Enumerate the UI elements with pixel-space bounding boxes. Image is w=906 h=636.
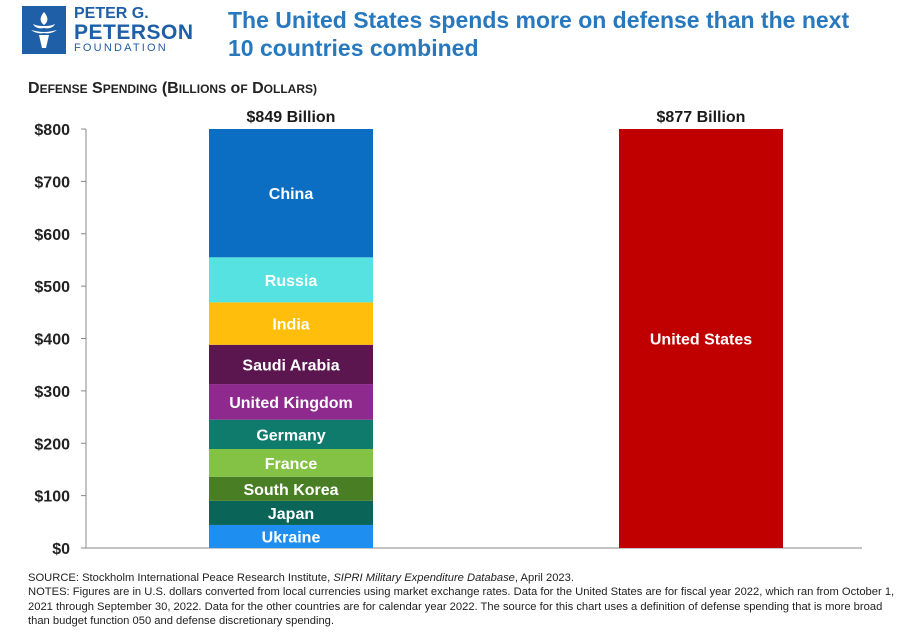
y-tick-label: $100 — [34, 489, 70, 506]
y-tick-label: $300 — [34, 384, 70, 401]
bar-segment-russia — [209, 257, 373, 303]
source-note: SOURCE: Stockholm International Peace Re… — [28, 571, 898, 585]
bar-segment-france — [209, 449, 373, 477]
bar-segment-japan — [209, 500, 373, 525]
bar-segment-china — [209, 129, 373, 258]
y-tick-label: $400 — [34, 332, 70, 349]
segment-label: United Kingdom — [229, 395, 353, 412]
y-tick-label: $200 — [34, 436, 70, 453]
y-tick-label: $700 — [34, 174, 70, 191]
bar-segment-united-states — [619, 129, 783, 548]
logo-line-1: PETER G. — [74, 5, 149, 22]
segment-label: Japan — [268, 506, 314, 523]
notes: NOTES: Figures are in U.S. dollars conve… — [28, 586, 895, 628]
y-tick-label: $600 — [34, 227, 70, 244]
bar-segment-india — [209, 302, 373, 345]
bar-segment-south-korea — [209, 476, 373, 501]
peterson-foundation-logo: PETER G. PETERSON FOUNDATION — [22, 6, 212, 56]
segment-label: India — [272, 317, 309, 334]
y-tick-label: $800 — [34, 122, 70, 139]
segment-label: South Korea — [243, 482, 338, 499]
logo-line-2: PETERSON — [74, 21, 194, 44]
bar-segment-saudi-arabia — [209, 344, 373, 385]
bar-total-label: $849 Billion — [247, 109, 336, 126]
bar-segment-ukraine — [209, 524, 373, 548]
source-database-name: SIPRI Military Expenditure Database — [333, 572, 515, 584]
segment-label: China — [269, 186, 314, 203]
bar-segment-united-kingdom — [209, 384, 373, 420]
source-suffix: , April 2023. — [514, 572, 574, 584]
logo-line-3: FOUNDATION — [74, 42, 168, 54]
segment-label: United States — [650, 332, 752, 349]
source-prefix: SOURCE: Stockholm International Peace Re… — [28, 572, 334, 584]
segment-label: Saudi Arabia — [242, 357, 339, 374]
bar-segment-germany — [209, 419, 373, 450]
y-tick-label: $0 — [52, 541, 70, 558]
torch-logo-icon — [22, 6, 66, 54]
page-title-line-2: 10 countries combined — [228, 35, 479, 61]
page-title: The United States spends more on defense… — [228, 6, 888, 62]
y-tick-label: $500 — [34, 279, 70, 296]
page-title-line-1: The United States spends more on defense… — [228, 7, 850, 33]
segment-label: Russia — [265, 273, 318, 290]
bar-total-label: $877 Billion — [657, 109, 746, 126]
segment-label: Ukraine — [262, 529, 321, 546]
segment-label: Germany — [256, 427, 325, 444]
chart-title: DEFENSE SPENDING (BILLIONS oF DOLLARS) — [28, 80, 317, 97]
stacked-bar-chart: $0 $100 $200 $300 $400 $500 $600 $700 $800 Ukrain… — [34, 109, 862, 558]
chart-footer: SOURCE: Stockholm International Peace Re… — [28, 571, 898, 629]
segment-label: France — [265, 456, 318, 473]
